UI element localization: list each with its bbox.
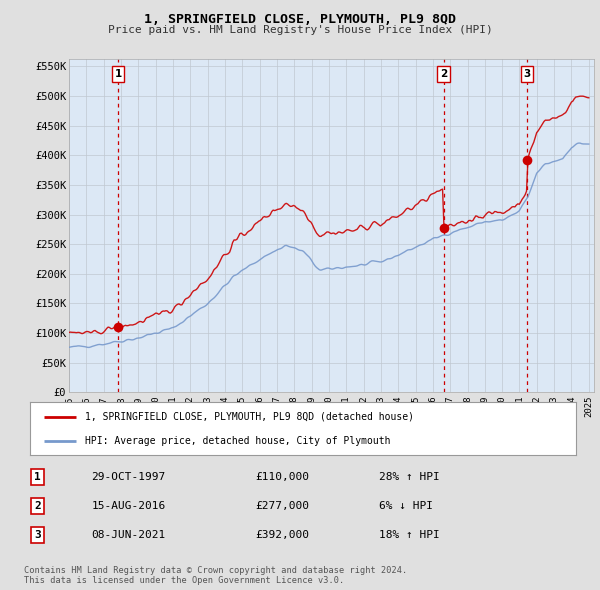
Text: £392,000: £392,000 [255, 530, 309, 540]
Text: HPI: Average price, detached house, City of Plymouth: HPI: Average price, detached house, City… [85, 436, 390, 446]
Text: 1: 1 [115, 69, 122, 79]
Text: 2: 2 [34, 501, 41, 511]
Text: Contains HM Land Registry data © Crown copyright and database right 2024.
This d: Contains HM Land Registry data © Crown c… [24, 566, 407, 585]
Text: 3: 3 [523, 69, 531, 79]
Text: 2: 2 [440, 69, 447, 79]
Text: 08-JUN-2021: 08-JUN-2021 [91, 530, 166, 540]
Text: 15-AUG-2016: 15-AUG-2016 [91, 501, 166, 511]
Text: 29-OCT-1997: 29-OCT-1997 [91, 471, 166, 481]
Text: 6% ↓ HPI: 6% ↓ HPI [379, 501, 433, 511]
Text: 1, SPRINGFIELD CLOSE, PLYMOUTH, PL9 8QD: 1, SPRINGFIELD CLOSE, PLYMOUTH, PL9 8QD [144, 13, 456, 26]
Text: £277,000: £277,000 [255, 501, 309, 511]
Text: 1, SPRINGFIELD CLOSE, PLYMOUTH, PL9 8QD (detached house): 1, SPRINGFIELD CLOSE, PLYMOUTH, PL9 8QD … [85, 412, 413, 422]
Text: Price paid vs. HM Land Registry's House Price Index (HPI): Price paid vs. HM Land Registry's House … [107, 25, 493, 35]
Text: 1: 1 [34, 471, 41, 481]
Text: £110,000: £110,000 [255, 471, 309, 481]
Text: 28% ↑ HPI: 28% ↑ HPI [379, 471, 440, 481]
Text: 18% ↑ HPI: 18% ↑ HPI [379, 530, 440, 540]
Text: 3: 3 [34, 530, 41, 540]
